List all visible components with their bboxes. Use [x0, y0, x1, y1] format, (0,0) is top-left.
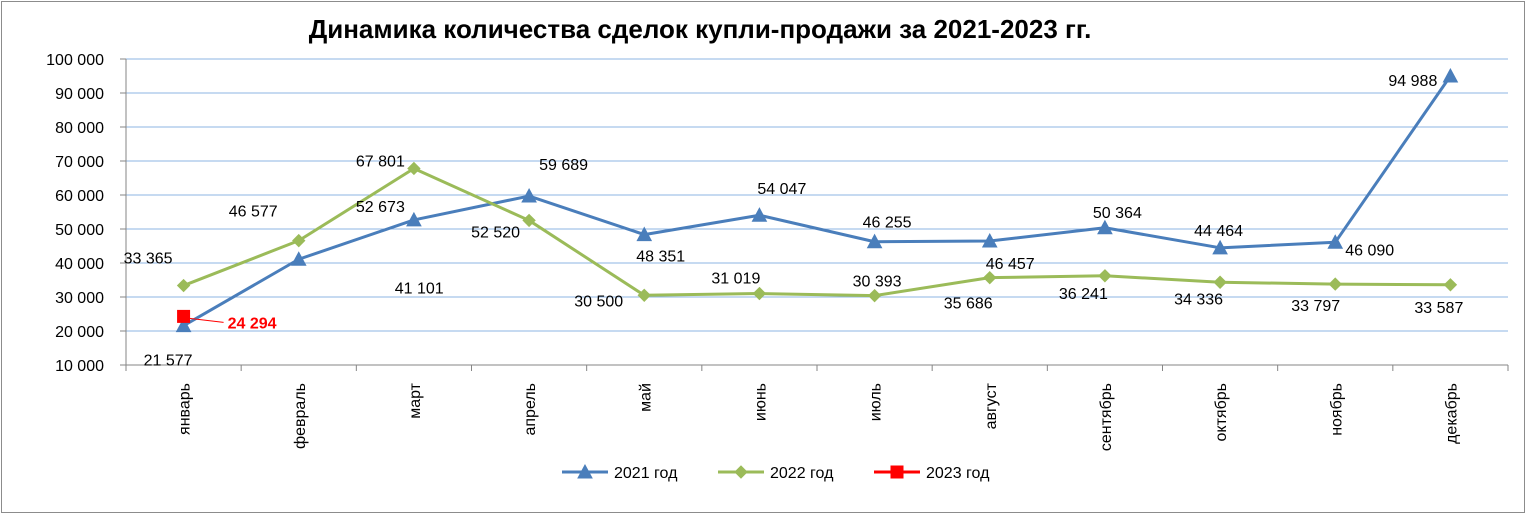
data-point — [1442, 67, 1459, 83]
x-tick-label: май — [637, 383, 654, 412]
data-label: 36 241 — [1059, 286, 1108, 303]
legend-marker — [890, 465, 904, 479]
data-label: 30 393 — [853, 274, 902, 291]
axes: 10 000 20 000 30 000 40 000 50 000 60 000 70 0… — [46, 52, 1509, 451]
data-label: 33 365 — [124, 251, 173, 268]
data-label: 33 797 — [1291, 298, 1340, 315]
data-point — [1443, 278, 1458, 292]
data-label: 46 457 — [986, 256, 1035, 273]
data-point — [407, 161, 421, 176]
legend-label: 2023 год — [926, 465, 990, 482]
series-line-2022-год — [183, 166, 1451, 298]
data-label: 67 801 — [356, 153, 405, 170]
data-label: 50 364 — [1093, 205, 1142, 222]
data-label: 46 255 — [863, 215, 912, 232]
data-label: 24 294 — [228, 315, 277, 332]
y-tick-label: 40 000 — [55, 256, 104, 273]
x-tick-label: декабрь — [1443, 383, 1460, 444]
data-label: 35 686 — [944, 296, 993, 313]
data-point — [1098, 269, 1112, 283]
legend-label: 2021 год — [614, 465, 678, 482]
x-tick-label: октябрь — [1213, 383, 1230, 441]
y-tick-label: 80 000 — [55, 120, 104, 137]
y-tick-label: 30 000 — [55, 290, 104, 307]
data-point — [290, 251, 307, 266]
data-label: 46 577 — [229, 204, 278, 221]
data-point — [177, 309, 191, 323]
chart-title: Динамика количества сделок купли-продажи… — [309, 14, 1092, 44]
data-point — [175, 317, 192, 333]
y-tick-label: 20 000 — [55, 324, 104, 341]
x-tick-label: сентябрь — [1098, 383, 1115, 451]
data-point — [522, 213, 536, 228]
x-tick-label: март — [407, 382, 424, 418]
data-point — [637, 288, 651, 303]
x-tick-label: август — [983, 382, 1000, 429]
data-point — [176, 278, 191, 293]
y-tick-label: 70 000 — [55, 154, 104, 171]
data-point — [867, 288, 882, 303]
data-label: 41 101 — [395, 280, 444, 297]
series — [175, 67, 1459, 333]
series-line-2021-год — [182, 75, 1452, 327]
data-point — [752, 286, 767, 301]
grid — [126, 58, 1508, 332]
y-tick-label: 100 000 — [46, 52, 104, 69]
legend: 2021 год 2022 год 2023 год — [562, 463, 990, 482]
data-label: 54 047 — [757, 181, 806, 198]
data-label: 48 351 — [636, 249, 685, 266]
x-tick-label: июнь — [752, 383, 769, 421]
data-label: 52 673 — [356, 199, 405, 216]
data-label: 52 520 — [471, 224, 520, 241]
data-point — [1213, 275, 1227, 289]
data-label-leader — [189, 317, 224, 323]
y-tick-label: 60 000 — [55, 188, 104, 205]
x-tick-label: июль — [868, 383, 885, 421]
y-tick-label: 10 000 — [55, 358, 104, 375]
data-point — [1212, 239, 1228, 255]
y-tick-label: 90 000 — [55, 86, 104, 103]
legend-marker — [577, 463, 593, 479]
data-point — [636, 226, 653, 242]
data-point — [1097, 219, 1113, 235]
data-point — [292, 233, 306, 248]
y-tick-label: 50 000 — [55, 222, 104, 239]
data-point — [1327, 234, 1344, 249]
data-point — [981, 232, 998, 248]
data-point — [406, 211, 422, 227]
legend-label: 2022 год — [770, 465, 834, 482]
data-point — [1328, 277, 1342, 291]
data-label: 94 988 — [1388, 73, 1437, 90]
data-label: 21 577 — [144, 353, 193, 370]
data-label: 46 090 — [1345, 242, 1394, 259]
legend-marker — [734, 465, 748, 479]
data-point — [866, 233, 883, 249]
x-tick-label: февраль — [292, 383, 309, 449]
data-label: 59 689 — [539, 157, 588, 174]
x-tick-label: январь — [177, 383, 194, 435]
data-labels: 21 577 41 101 52 673 59 689 48 351 54 047 46 2… — [124, 73, 1464, 370]
data-point — [751, 207, 768, 222]
data-label: 33 587 — [1414, 300, 1463, 317]
x-tick-label: апрель — [522, 383, 539, 436]
data-label: 44 464 — [1194, 223, 1243, 240]
data-label: 34 336 — [1174, 291, 1223, 308]
data-label: 31 019 — [711, 271, 760, 288]
data-point — [521, 188, 537, 203]
x-tick-label: ноябрь — [1328, 383, 1345, 436]
data-point — [983, 270, 997, 285]
data-label: 30 500 — [574, 293, 623, 310]
